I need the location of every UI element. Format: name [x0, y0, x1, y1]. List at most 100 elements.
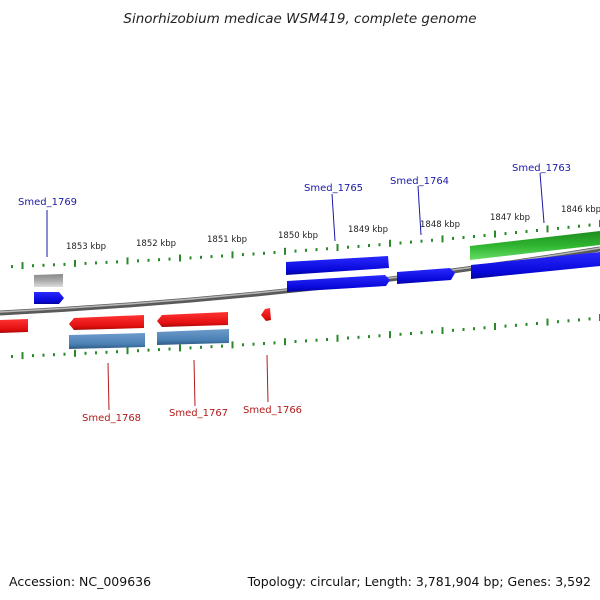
ruler-tick: [452, 236, 454, 240]
ruler-tick: [263, 251, 265, 255]
ruler-tick: [347, 245, 349, 249]
ruler-tick: [326, 338, 328, 341]
ruler-tick: [462, 236, 465, 239]
ruler-tick: [494, 323, 496, 330]
ruler-tick: [305, 248, 307, 252]
ruler-tick: [557, 320, 559, 324]
ruler-tick: [368, 244, 370, 247]
gene-label[interactable]: Smed_1764: [390, 176, 449, 187]
ruler-tick: [483, 326, 486, 330]
ruler-tick: [420, 331, 423, 335]
gene-label[interactable]: Smed_1767: [169, 408, 228, 419]
ruler-tick: [389, 331, 391, 339]
ruler-tick: [221, 254, 223, 258]
ruler-tick: [536, 322, 538, 325]
ruler-tick: [378, 334, 381, 338]
ruler-tick: [242, 253, 244, 257]
ruler-tick: [294, 340, 297, 343]
ruler-tick: [53, 353, 55, 357]
ruler-tick: [263, 342, 265, 345]
tick-label: 1848 kbp: [420, 220, 460, 230]
tick-label: 1849 kbp: [348, 225, 388, 235]
ruler-tick: [546, 225, 549, 233]
ruler-tick: [137, 349, 139, 353]
gene-label[interactable]: Smed_1768: [82, 413, 141, 424]
ruler-tick: [179, 254, 181, 262]
ruler-tick: [221, 344, 223, 348]
tick-label: 1846 kbp: [561, 205, 600, 215]
tick-label: 1853 kbp: [66, 242, 106, 252]
ruler-tick: [63, 352, 66, 356]
ruler-tick: [252, 252, 255, 256]
ruler-tick: [410, 240, 412, 244]
ruler-tick: [588, 223, 591, 227]
gene-label[interactable]: Smed_1769: [18, 197, 77, 208]
gene-label-group-smed-1768: Smed_1768: [82, 362, 141, 424]
gene-smed-1766[interactable]: [261, 308, 271, 321]
accession-label: Accession: NC_009636: [9, 574, 151, 589]
ruler-tick: [116, 350, 118, 354]
ruler-tick: [210, 255, 213, 259]
genome-summary: Topology: circular; Length: 3,781,904 bp…: [247, 574, 591, 589]
ruler-tick: [567, 225, 570, 229]
gene-smed-1765[interactable]: [286, 256, 390, 292]
ruler-tick: [231, 341, 234, 349]
gene-label[interactable]: Smed_1763: [512, 163, 571, 174]
gene-label-group-smed-1766: Smed_1766: [243, 354, 302, 416]
ruler-tick: [105, 350, 108, 354]
gene-label-group-smed-1765: Smed_1765: [304, 183, 363, 242]
gene-smed-1769[interactable]: [34, 274, 64, 304]
ruler-tick: [431, 238, 433, 242]
ruler-tick: [242, 343, 244, 347]
ruler-tick: [473, 235, 475, 238]
ruler-tick: [357, 335, 360, 339]
ruler-tick: [588, 317, 591, 321]
inner-tick-ruler: [11, 314, 600, 360]
ruler-tick: [315, 248, 318, 252]
ruler-tick: [11, 355, 13, 358]
ruler-tick: [494, 230, 496, 238]
ruler-tick: [420, 239, 423, 243]
map-title: Sinorhizobium medicae WSM419, complete g…: [123, 11, 476, 27]
ruler-tick: [452, 328, 454, 332]
ruler-tick: [515, 323, 517, 327]
ruler-tick: [231, 251, 234, 259]
ruler-tick: [378, 243, 381, 247]
ruler-tick: [21, 262, 24, 270]
ruler-tick: [567, 319, 570, 323]
ruler-tick: [431, 330, 433, 334]
ruler-tick: [284, 247, 286, 255]
ruler-tick: [336, 244, 339, 251]
gene-smed-1763[interactable]: [470, 231, 600, 279]
gene-reverse-partial[interactable]: [0, 319, 28, 333]
ruler-tick: [210, 345, 213, 349]
gene-smed-1768[interactable]: [69, 315, 145, 349]
ruler-tick: [147, 348, 150, 352]
ruler-tick: [168, 347, 171, 351]
gene-smed-1767[interactable]: [157, 312, 229, 345]
gene-smed-1764[interactable]: [397, 268, 455, 284]
ruler-tick: [315, 338, 318, 342]
ruler-tick: [578, 318, 580, 322]
ruler-tick: [305, 339, 307, 343]
ruler-tick: [137, 259, 139, 263]
ruler-tick: [32, 354, 34, 358]
ruler-tick: [399, 241, 402, 245]
ruler-tick: [53, 263, 55, 267]
ruler-tick: [347, 336, 349, 340]
ruler-tick: [557, 226, 559, 230]
ruler-tick: [84, 351, 87, 355]
gene-label[interactable]: Smed_1766: [243, 405, 302, 416]
ruler-tick: [273, 341, 276, 345]
ruler-tick: [116, 260, 118, 264]
ruler-tick: [368, 335, 370, 339]
ruler-tick: [336, 334, 339, 342]
gene-label-group-smed-1763: Smed_1763: [512, 163, 571, 224]
tick-labels: 1853 kbp 1852 kbp 1851 kbp 1850 kbp 1849…: [66, 205, 600, 252]
gene-label-group-smed-1767: Smed_1767: [169, 359, 228, 419]
ruler-tick: [578, 224, 580, 228]
ruler-tick: [462, 328, 465, 331]
ruler-tick: [326, 247, 328, 251]
gene-label[interactable]: Smed_1765: [304, 183, 363, 194]
ruler-tick: [357, 244, 360, 248]
